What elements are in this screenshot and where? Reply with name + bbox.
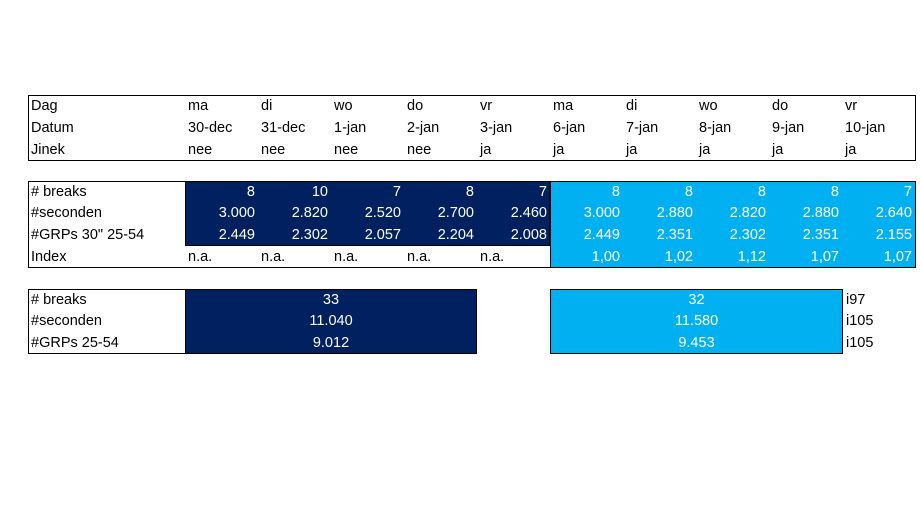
stat-cell: 2.351 (656, 226, 693, 243)
header-cell: 31-dec (261, 119, 306, 136)
row-label: # breaks (31, 183, 87, 200)
row-label: Datum (31, 119, 74, 136)
header-cell: nee (188, 141, 213, 158)
stat-cell: 2.880 (802, 205, 839, 222)
stat-cell: 10 (311, 183, 328, 200)
week2-total-block (550, 289, 843, 354)
row-label: Dag (31, 97, 58, 114)
stat-cell: 1,07 (883, 248, 912, 265)
stat-cell: 2.302 (729, 226, 766, 243)
stat-cell: 1,12 (737, 248, 766, 265)
header-cell: ja (845, 141, 857, 158)
stat-cell: n.a. (334, 248, 359, 265)
header-cell: 1-jan (334, 119, 367, 136)
stat-cell: 8 (757, 183, 766, 200)
total-cell: 11.040 (309, 313, 353, 330)
stat-cell: n.a. (407, 248, 432, 265)
row-label: Index (31, 248, 67, 265)
header-cell: ja (480, 141, 492, 158)
header-cell: 30-dec (188, 119, 233, 136)
stat-cell: 2.204 (437, 226, 474, 243)
total-cell: 9.453 (678, 334, 715, 351)
header-cell: wo (334, 97, 353, 114)
stat-cell: 3.000 (583, 205, 620, 222)
index-label: i105 (846, 313, 874, 330)
stat-cell: 2.302 (291, 226, 328, 243)
stat-cell: 8 (611, 183, 620, 200)
stat-cell: 2.700 (437, 205, 474, 222)
row-label: Jinek (31, 141, 65, 158)
header-cell: nee (407, 141, 432, 158)
stat-cell: n.a. (188, 248, 213, 265)
row-label: #seconden (31, 313, 102, 330)
header-cell: ja (772, 141, 784, 158)
week2-block (550, 181, 916, 268)
stat-cell: 8 (465, 183, 474, 200)
stat-cell: 2.880 (656, 205, 693, 222)
stat-cell: 8 (830, 183, 839, 200)
stat-cell: 1,02 (664, 248, 693, 265)
stat-cell: 2.008 (510, 226, 547, 243)
week1-block (185, 181, 550, 246)
stat-cell: 1,00 (591, 248, 620, 265)
header-cell: 2-jan (407, 119, 440, 136)
header-cell: ja (699, 141, 711, 158)
stat-cell: 7 (903, 183, 912, 200)
stat-cell: 2.460 (510, 205, 547, 222)
stat-cell: 2.640 (875, 205, 912, 222)
stat-cell: 8 (684, 183, 693, 200)
header-cell: 7-jan (626, 119, 659, 136)
index-label: i105 (846, 334, 874, 351)
total-cell: 9.012 (312, 334, 350, 351)
stat-cell: 2.820 (291, 205, 328, 222)
header-cell: 10-jan (845, 119, 886, 136)
header-cell: ja (626, 141, 638, 158)
stat-cell: n.a. (480, 248, 505, 265)
stat-cell: 2.449 (583, 226, 620, 243)
stat-cell: 2.155 (875, 226, 912, 243)
stat-cell: 2.449 (218, 226, 255, 243)
row-label: # breaks (31, 291, 87, 308)
row-label: #GRPs 25-54 (31, 334, 119, 351)
header-cell: di (261, 97, 273, 114)
stat-cell: 2.057 (364, 226, 401, 243)
header-cell: wo (699, 97, 718, 114)
header-cell: ma (188, 97, 209, 114)
header-cell: 9-jan (772, 119, 805, 136)
stat-cell: 2.351 (802, 226, 839, 243)
header-cell: di (626, 97, 638, 114)
row-label: #seconden (31, 205, 102, 222)
stat-cell: 3.000 (218, 205, 255, 222)
stat-cell: 2.520 (364, 205, 401, 222)
header-cell: ja (553, 141, 565, 158)
total-cell: 11.580 (674, 313, 719, 330)
header-cell: vr (480, 97, 493, 114)
stat-cell: 7 (538, 183, 547, 200)
header-table (28, 95, 916, 161)
index-label: i97 (846, 291, 866, 308)
header-cell: nee (261, 141, 286, 158)
header-cell: nee (334, 141, 359, 158)
header-cell: 6-jan (553, 119, 586, 136)
total-cell: 32 (688, 291, 705, 308)
stat-cell: 7 (392, 183, 401, 200)
stat-cell: 2.820 (729, 205, 766, 222)
stat-cell: 1,07 (810, 248, 839, 265)
stat-cell: 8 (246, 183, 255, 200)
stat-cell: n.a. (261, 248, 286, 265)
header-cell: ma (553, 97, 574, 114)
header-cell: do (772, 97, 789, 114)
header-cell: 8-jan (699, 119, 732, 136)
row-label: #GRPs 30" 25-54 (31, 226, 145, 243)
header-cell: vr (845, 97, 858, 114)
header-cell: 3-jan (480, 119, 513, 136)
total-cell: 33 (322, 291, 340, 308)
week1-total-block (185, 289, 477, 354)
header-cell: do (407, 97, 424, 114)
